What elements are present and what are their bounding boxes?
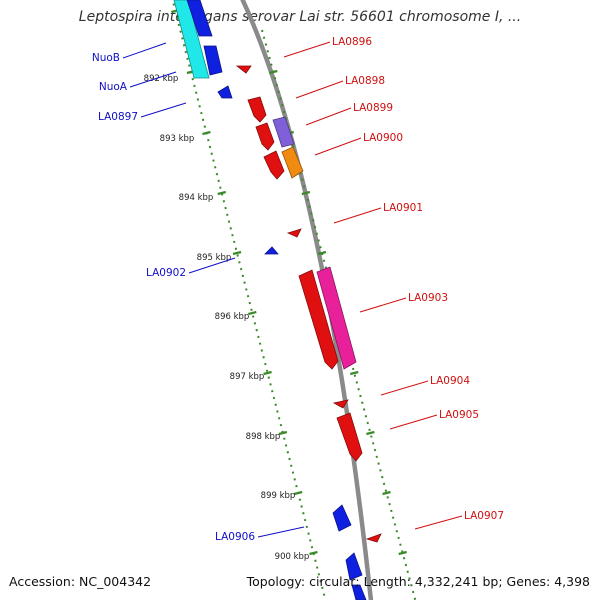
la0901-gene [286,228,302,238]
la0900-leader-line [314,137,362,156]
la0907-label: LA0907 [464,510,504,522]
nuoa-leader-line [129,71,177,88]
la0896-gene [235,65,252,74]
forward-ruler-major-tick [317,250,327,256]
la0903-label: LA0903 [408,292,448,304]
la0902-label: LA0902 [146,267,186,279]
la0899-gene [272,116,295,148]
ruler-label: 893 kbp [160,134,195,144]
nuoa-label: NuoA [99,81,128,93]
reverse-ruler-major-tick [232,250,242,256]
la0901-leader-line [333,207,382,224]
la0904-leader-line [380,380,429,396]
ruler-label: 899 kbp [261,491,296,501]
nuob-gene-dark [186,0,213,37]
forward-ruler-major-tick [382,490,391,496]
la0904-gene [332,399,349,409]
forward-ruler-major-tick [366,430,375,436]
forward-ruler-major-tick [301,190,311,196]
nuob-leader-line [122,42,167,59]
la0903-gene [298,269,339,370]
la0900-label: LA0900 [363,132,403,144]
nuob-label: NuoB [92,52,120,64]
reverse-ruler-major-tick [217,190,226,196]
la0901-label: LA0901 [383,202,423,214]
la0902-gene [264,246,279,255]
la0899-label: LA0899 [353,102,393,114]
bottom-blue-gene [351,584,367,600]
ruler-label: 892 kbp [144,74,179,84]
reverse-ruler-major-tick [263,370,272,376]
la0906-gene [332,504,352,532]
backbone-line [240,0,374,600]
nuoa-gene [203,45,223,76]
nuob-gene [173,0,210,79]
genome-stats-text: Topology: circular; Length: 4,332,241 bp… [246,574,590,589]
reverse-ruler-major-tick [293,490,303,496]
la0902-leader-line [188,257,236,274]
la0905-label: LA0905 [439,409,479,421]
ruler-label: 895 kbp [197,253,232,263]
la0904-label: LA0904 [430,375,470,387]
la0898-label: LA0898 [345,75,385,87]
la0903b-gene [316,266,357,370]
la0896-label: LA0896 [332,36,372,48]
la0905-gene [336,412,363,462]
ruler-label: 896 kbp [215,312,250,322]
la0906-label: LA0906 [215,531,255,543]
la0899-leader-line [305,107,352,126]
reverse-ruler-major-tick [202,130,211,136]
la0898-gene [247,96,267,123]
reverse-ruler-major-tick [309,550,318,556]
la0900-gene [281,146,304,179]
la0897-leader-line [140,102,187,118]
accession-text: Accession: NC_004342 [9,574,152,589]
la0897-label: LA0897 [98,111,138,123]
la0900b-gene [263,150,285,180]
la0905-leader-line [389,414,438,430]
la0898-leader-line [295,80,344,99]
la0907-gene [365,533,382,543]
forward-ruler-major-tick [398,550,407,556]
reverse-ruler-major-tick [248,310,257,316]
forward-ruler-major-tick [269,69,278,75]
la0907-leader-line [414,515,463,530]
la0896-leader-line [283,41,331,58]
ruler-label: 900 kbp [275,552,310,562]
la0906-leader-line [257,526,305,538]
reverse-ruler-major-tick [278,430,288,436]
ruler-label: 897 kbp [230,372,265,382]
la0897-gene [217,85,233,99]
la0906b-gene [345,552,363,581]
reverse-ruler-line [171,0,327,600]
forward-ruler-major-tick [349,370,359,376]
ruler-label: 898 kbp [246,432,281,442]
ruler-label: 894 kbp [179,193,214,203]
la0903-leader-line [359,297,407,313]
la0899b-gene [255,122,275,151]
